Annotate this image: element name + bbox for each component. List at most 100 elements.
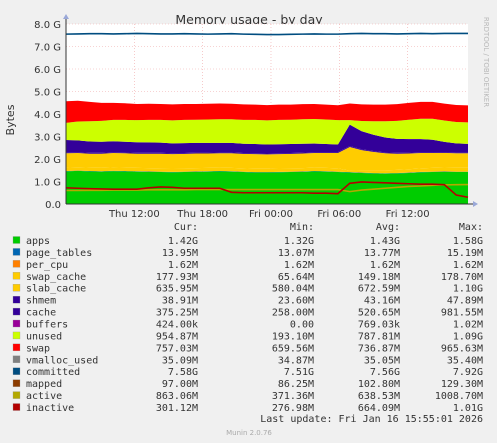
- legend-cur-value: 7.58G: [168, 367, 198, 378]
- legend-name: vmalloc_used: [26, 355, 98, 366]
- y-tick-label: 6.0 G: [34, 65, 61, 76]
- legend-name: unused: [26, 331, 62, 342]
- legend-swatch: [12, 236, 21, 244]
- legend-avg-value: 1.62M: [370, 260, 400, 271]
- legend-max-value: 1.09G: [453, 331, 483, 342]
- x-tick-label: Fri 12:00: [386, 209, 430, 220]
- legend-swatch: [12, 331, 21, 340]
- legend-min-value: 7.51G: [284, 367, 314, 378]
- x-tick-label: Thu 18:00: [176, 209, 228, 220]
- legend-min-value: 0.00: [290, 320, 314, 331]
- legend-cur-value: 13.95M: [162, 248, 198, 259]
- legend-max-value: 1.10G: [453, 284, 483, 295]
- axes: 0.0 1.0 G 2.0 G 3.0 G 4.0 G 5.0 G 6.0 G 7.0 G 8.…: [34, 14, 478, 220]
- legend-avg-value: 520.65M: [358, 308, 400, 319]
- legend-name: committed: [26, 367, 80, 378]
- legend-min-value: 34.87M: [278, 355, 314, 366]
- legend-cur-value: 863.06M: [156, 391, 198, 402]
- legend-max-value: 1.58G: [453, 236, 483, 247]
- y-tick-label: 8.0 G: [34, 20, 61, 31]
- legend-name: slab_cache: [26, 284, 86, 295]
- legend-avg-value: 7.56G: [370, 367, 400, 378]
- legend-max-value: 965.63M: [441, 343, 483, 354]
- legend-cur-value: 301.12M: [156, 403, 198, 414]
- legend-avg-value: 736.87M: [358, 343, 400, 354]
- legend-avg-value: 13.77M: [364, 248, 400, 259]
- legend-max-value: 47.89M: [447, 296, 483, 307]
- line-committed: [65, 32, 468, 36]
- legend-column-header: Min:: [290, 222, 314, 233]
- legend-min-value: 580.04M: [272, 284, 314, 295]
- y-tick-label: 1.0 G: [34, 178, 61, 189]
- legend-max-value: 1.01G: [453, 403, 483, 414]
- legend-min-value: 86.25M: [278, 379, 314, 390]
- legend-name: cache: [26, 308, 56, 319]
- legend-swatch: [12, 343, 21, 352]
- legend-min-value: 1.62M: [284, 260, 314, 271]
- legend-column-header: Cur:: [174, 222, 198, 233]
- legend-cur-value: 1.62M: [168, 260, 198, 271]
- munin-footer: Munin 2.0.76: [226, 429, 272, 437]
- legend-swatch: [12, 295, 21, 304]
- legend-swatch: [12, 355, 21, 363]
- legend-min-value: 65.64M: [278, 272, 314, 283]
- legend-max-value: 1.02M: [453, 320, 483, 331]
- legend-name: active: [26, 391, 62, 402]
- legend-name: shmem: [26, 296, 56, 307]
- legend-max-value: 15.19M: [447, 248, 483, 259]
- legend-min-value: 1.32G: [284, 236, 314, 247]
- y-tick-label: 2.0 G: [34, 155, 61, 166]
- legend-min-value: 371.36M: [272, 391, 314, 402]
- x-axis-arrow: [473, 201, 478, 207]
- area-series: [66, 100, 468, 204]
- legend-max-value: 981.55M: [441, 308, 483, 319]
- legend-cur-value: 424.00k: [156, 320, 198, 331]
- legend-swatch: [12, 319, 21, 328]
- legend-min-value: 193.10M: [272, 331, 314, 342]
- legend-column-header: Avg:: [376, 222, 400, 233]
- legend-swatch: [12, 307, 21, 316]
- legend-name: mapped: [26, 379, 62, 390]
- line-inactive: [65, 181, 469, 199]
- legend-avg-value: 787.81M: [358, 331, 400, 342]
- last-update: Last update: Fri Jan 16 15:55:01 2026: [260, 414, 483, 425]
- legend-avg-value: 35.05M: [364, 355, 400, 366]
- legend-name: swap_cache: [26, 272, 86, 283]
- legend-cur-value: 1.42G: [168, 236, 198, 247]
- legend-max-value: 7.92G: [453, 367, 483, 378]
- y-tick-label: 0.0: [45, 200, 61, 211]
- legend-cur-value: 954.87M: [156, 331, 198, 342]
- y-axis-arrow: [63, 14, 69, 19]
- legend-min-value: 659.56M: [272, 343, 314, 354]
- legend-cur-value: 375.25M: [156, 308, 198, 319]
- legend-name: apps: [26, 236, 50, 247]
- rrdtool-side-label: RRDTOOL / TOBI OETIKER: [482, 17, 490, 107]
- legend-swatch: [12, 260, 21, 268]
- legend-cur-value: 757.03M: [156, 343, 198, 354]
- area-page_tables: [66, 170, 468, 174]
- legend-name: inactive: [26, 403, 74, 414]
- legend-min-value: 276.98M: [272, 403, 314, 414]
- legend-avg-value: 149.18M: [358, 272, 400, 283]
- y-tick-label: 3.0 G: [34, 133, 61, 144]
- legend-name: swap: [26, 343, 50, 354]
- legend-name: page_tables: [26, 248, 92, 259]
- area-swap: [66, 100, 468, 123]
- x-tick-label: Fri 00:00: [249, 209, 293, 220]
- y-axis-label: Bytes: [4, 104, 17, 135]
- legend-avg-value: 43.16M: [364, 296, 400, 307]
- legend-swatch: [12, 367, 21, 375]
- y-tick-label: 5.0 G: [34, 88, 61, 99]
- legend-swatch: [12, 284, 21, 292]
- legend-cur-value: 97.00M: [162, 379, 198, 390]
- y-tick-label: 7.0 G: [34, 43, 61, 54]
- legend-max-value: 35.40M: [447, 355, 483, 366]
- legend-max-value: 1.62M: [453, 260, 483, 271]
- x-tick-label: Fri 06:00: [317, 209, 361, 220]
- legend-cur-value: 635.95M: [156, 284, 198, 295]
- legend-max-value: 178.70M: [441, 272, 483, 283]
- legend-name: per_cpu: [26, 260, 68, 271]
- legend-min-value: 258.00M: [272, 308, 314, 319]
- chart-title: Memory usage - by day: [175, 12, 323, 27]
- legend-avg-value: 769.03k: [358, 320, 400, 331]
